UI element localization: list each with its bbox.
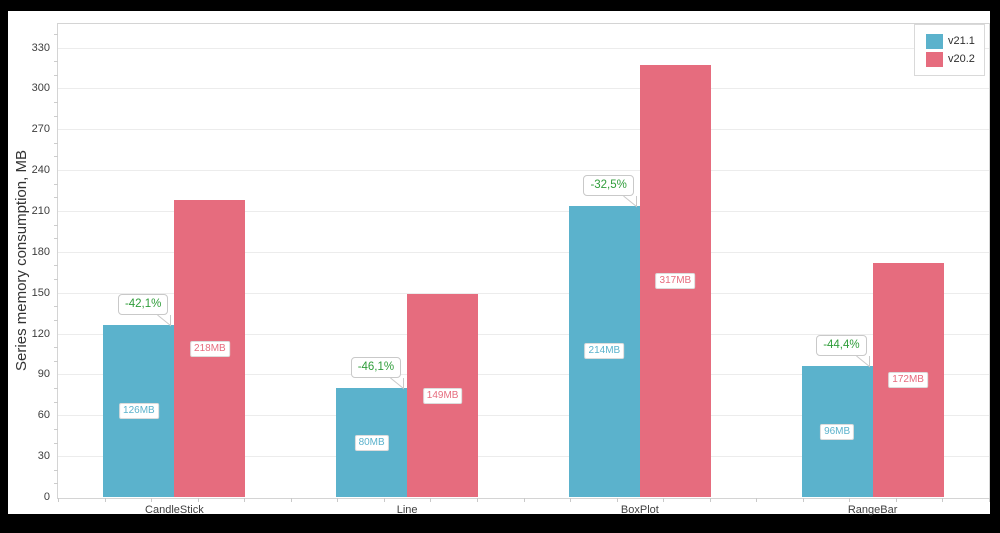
x-axis-tick-icon [58,498,59,502]
x-axis-tick-icon [290,498,292,502]
x-axis-tick-icon [383,498,385,502]
percent-callout-tail-icon [623,195,638,208]
percent-callout: -44,4% [816,335,867,357]
y-tick-label: 300 [31,82,50,95]
gridline [58,456,989,458]
gridline [58,333,989,335]
x-axis-tick-icon [430,498,432,502]
x-axis-tick-icon [523,498,525,502]
gridline [58,47,989,49]
bar-value-label: 149MB [422,387,463,404]
percent-callout: -32,5% [583,174,634,196]
gridline [58,251,989,253]
y-tick-label: 60 [37,409,50,422]
y-axis-minor-tick-icon [54,319,58,321]
x-axis-tick-icon [104,498,106,502]
bar-value-label: 214MB [584,343,625,360]
y-tick-label: 120 [31,327,50,340]
y-axis-minor-tick-icon [54,238,58,240]
y-tick-label: 330 [31,41,50,54]
y-axis-minor-tick-icon [54,306,58,308]
y-axis-minor-tick-icon [54,33,58,35]
y-axis-minor-tick-icon [54,102,58,103]
x-category-label: BoxPlot [620,504,659,516]
legend-item-label: v21.1 [948,35,975,47]
bar-value-label: 172MB [888,371,928,388]
y-tick-label: 30 [37,450,50,463]
y-axis-minor-tick-icon [54,442,58,444]
y-axis-minor-tick-icon [54,428,58,430]
x-axis-tick-icon [197,498,199,502]
x-axis-tick-icon [244,498,246,502]
y-tick-label: 210 [31,204,50,217]
legend: v21.1 v20.2 [914,24,985,76]
y-axis-minor-tick-icon [54,483,58,485]
percent-callout: -46,1% [350,357,402,379]
y-axis-minor-tick-icon [54,265,58,267]
y-tick-label: 0 [43,491,50,503]
gridline [58,415,989,417]
y-axis-minor-tick-icon [54,197,58,199]
y-axis-minor-tick-icon [54,115,58,117]
bar-value-label: 218MB [190,340,230,357]
x-category-label: CandleStick [145,504,204,516]
x-axis-tick-icon [476,498,478,502]
y-axis-minor-tick-icon [54,360,58,362]
gridline [58,170,989,172]
percent-callout-tail-icon [157,314,172,327]
y-axis-minor-tick-icon [54,224,58,226]
y-tick-label: 180 [31,245,50,258]
y-axis-minor-tick-icon [54,142,58,144]
y-tick-label: 240 [31,164,50,177]
percent-callout: -42,1% [117,294,169,316]
y-axis-minor-tick-icon [54,401,58,403]
x-axis-tick-icon [942,498,944,502]
legend-item-v20.2[interactable]: v20.2 [926,51,984,67]
gridline [58,129,989,131]
y-tick-label: 150 [31,286,50,299]
y-axis-minor-tick-icon [54,61,58,63]
x-axis-tick-icon [616,498,618,502]
y-axis-minor-tick-icon [54,347,58,349]
chart-panel: Series memory consumption, MB 126MB 218MB… [8,11,990,516]
x-axis-tick-icon [337,498,339,502]
legend-item-v21.1[interactable]: v21.1 [926,33,984,49]
percent-callout-tail-icon [390,377,405,390]
legend-swatch-icon [926,51,943,67]
x-axis-tick-icon [895,498,897,502]
y-tick-label: 90 [37,368,50,381]
legend-item-label: v20.2 [948,53,975,65]
x-axis-tick-icon [756,498,758,502]
y-axis-minor-tick-icon [54,279,58,281]
x-axis-tick-icon [849,498,851,502]
x-axis-tick-icon [663,498,665,502]
x-axis-tick-icon [709,498,711,502]
y-axis-minor-tick-icon [54,469,58,471]
x-axis-tick-icon [570,498,572,502]
legend-swatch-icon [926,33,943,49]
x-axis-tick-icon [802,498,804,502]
x-axis-tick-icon [151,498,153,502]
y-axis-minor-tick-icon [54,74,58,76]
bar-value-label: 80MB [354,434,389,451]
bar-value-label: 317MB [655,273,696,290]
y-tick-label: 270 [31,123,50,136]
bar-value-label: 126MB [119,403,159,420]
y-axis-minor-tick-icon [54,156,58,158]
gridline [58,210,989,212]
gridline [58,374,989,376]
bar-value-label: 96MB [820,423,855,440]
x-category-label: Line [396,504,418,516]
percent-callout-tail-icon [855,355,871,368]
y-axis-minor-tick-icon [54,388,58,390]
gridline [58,292,989,294]
x-category-label: RangeBar [847,504,898,516]
gridline [58,88,989,90]
x-axis-tick-icon [989,498,990,502]
y-axis-minor-tick-icon [54,183,58,185]
